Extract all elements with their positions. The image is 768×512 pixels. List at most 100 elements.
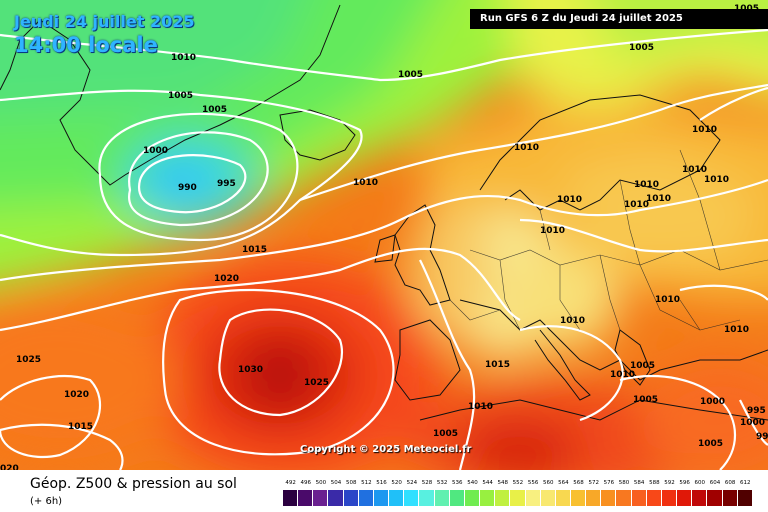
scale-value-label: 516	[376, 480, 387, 486]
scale-swatch	[283, 490, 299, 506]
isobar-label: 1010	[704, 175, 729, 185]
isobar-label: 1010	[560, 316, 585, 326]
scale-swatch	[298, 490, 314, 506]
isobar-label: 1005	[398, 70, 423, 80]
isobar-label: 1005	[630, 361, 655, 371]
scale-value-label: 576	[603, 480, 615, 486]
copyright-notice: Copyright © 2025 Meteociel.fr	[300, 444, 472, 455]
color-scale-labels: 492 496 500 504 508 512 516 520 524 528 532 536 540 5…	[283, 478, 753, 488]
scale-value-label: 544	[482, 480, 493, 486]
isobar-label: 1000	[143, 146, 168, 156]
scale-swatch	[525, 490, 541, 506]
scale-value-label: 504	[330, 480, 342, 486]
scale-swatch	[661, 490, 678, 506]
isobar-label: 1010	[514, 143, 539, 153]
scale-value-label: 548	[497, 480, 509, 486]
scale-value-label: 540	[467, 480, 478, 486]
scale-swatch	[540, 490, 556, 506]
color-scale-swatches	[283, 490, 753, 506]
scale-swatch	[510, 490, 526, 506]
scale-value-label: 584	[633, 480, 645, 486]
scale-swatch	[707, 490, 723, 506]
isobar-label: 1025	[16, 355, 41, 365]
isobar-label: 1010	[724, 325, 749, 335]
scale-swatch	[343, 490, 359, 506]
isobar-label: 1010	[557, 195, 582, 205]
isobars	[0, 28, 768, 470]
isobar-label: 995	[747, 406, 766, 416]
isobar-label: 1010	[610, 370, 635, 380]
isobar-label: 1005	[633, 395, 658, 405]
scale-swatch	[449, 490, 465, 506]
isobar-label: 1010	[646, 194, 671, 204]
scale-swatch	[373, 490, 390, 506]
scale-value-label: 496	[300, 480, 311, 486]
scale-swatch	[328, 490, 344, 506]
scale-value-label: 500	[315, 480, 327, 486]
scale-swatch	[480, 490, 496, 506]
scale-swatch	[692, 490, 708, 506]
isobar-label: 1015	[68, 422, 93, 432]
scale-value-label: 568	[573, 480, 584, 486]
scale-value-label: 552	[512, 480, 524, 486]
scale-swatch	[737, 490, 753, 506]
scale-value-label: 512	[361, 480, 372, 486]
isobar-label: 1010	[540, 226, 565, 236]
forecast-date: Jeudi 24 juillet 2025	[14, 12, 195, 31]
map-title: Géop. Z500 & pression au sol	[30, 476, 237, 492]
isobar-label: 1010	[468, 402, 493, 412]
isobar-label: 995	[756, 432, 768, 442]
isobar-label: 990	[178, 183, 197, 193]
scale-swatch	[586, 490, 602, 506]
isobar-label: 1015	[485, 360, 510, 370]
scale-value-label: 596	[679, 480, 690, 486]
scale-swatch	[631, 490, 647, 506]
isobar-label: 1010	[624, 200, 649, 210]
scale-swatch	[464, 490, 481, 506]
scale-swatch	[434, 490, 450, 506]
scale-value-label: 532	[436, 480, 448, 486]
isobar-label: 1010	[692, 125, 717, 135]
scale-swatch	[389, 490, 405, 506]
isobar-label: 1025	[304, 378, 329, 388]
scale-swatch	[616, 490, 632, 506]
isobar-label: 1005	[629, 43, 654, 53]
scale-value-label: 492	[285, 480, 296, 486]
scale-value-label: 592	[664, 480, 675, 486]
isobar-label: 1020	[64, 390, 89, 400]
scale-value-label: 520	[391, 480, 402, 486]
scale-value-label: 528	[421, 480, 433, 486]
scale-swatch	[404, 490, 420, 506]
scale-swatch	[570, 490, 587, 506]
scale-swatch	[601, 490, 617, 506]
scale-swatch	[313, 490, 329, 506]
isobar-label: 020	[0, 464, 19, 470]
isobar-label: 1020	[214, 274, 239, 284]
scale-value-label: 508	[345, 480, 357, 486]
scale-swatch	[419, 490, 435, 506]
model-run-banner: Run GFS 6 Z du Jeudi 24 juillet 2025	[470, 9, 768, 29]
scale-swatch	[646, 490, 662, 506]
isobar-label: 1010	[655, 295, 680, 305]
scale-value-label: 556	[527, 480, 539, 486]
forecast-local-time: 14:00 locale	[14, 33, 158, 57]
isobar-label: 1015	[242, 245, 267, 255]
isobar-label: 1005	[433, 429, 458, 439]
scale-value-label: 572	[588, 480, 599, 486]
scale-value-label: 612	[740, 480, 751, 486]
isobar-label: 1010	[682, 165, 707, 175]
scale-swatch	[495, 490, 511, 506]
forecast-step: (+ 6h)	[30, 496, 63, 507]
pressure-map: 1010 1005 1005 1000 990 995 1005 1005 10…	[0, 0, 768, 470]
isobar-label: 1000	[700, 397, 725, 407]
scale-value-label: 580	[618, 480, 630, 486]
scale-value-label: 524	[406, 480, 418, 486]
scale-swatch	[677, 490, 693, 506]
isobar-label: 1005	[168, 91, 193, 101]
scale-value-label: 536	[452, 480, 463, 486]
scale-swatch	[722, 490, 738, 506]
scale-swatch	[358, 490, 374, 506]
isobar-label: 1005	[698, 439, 723, 449]
isobar-label: 1010	[171, 53, 196, 63]
